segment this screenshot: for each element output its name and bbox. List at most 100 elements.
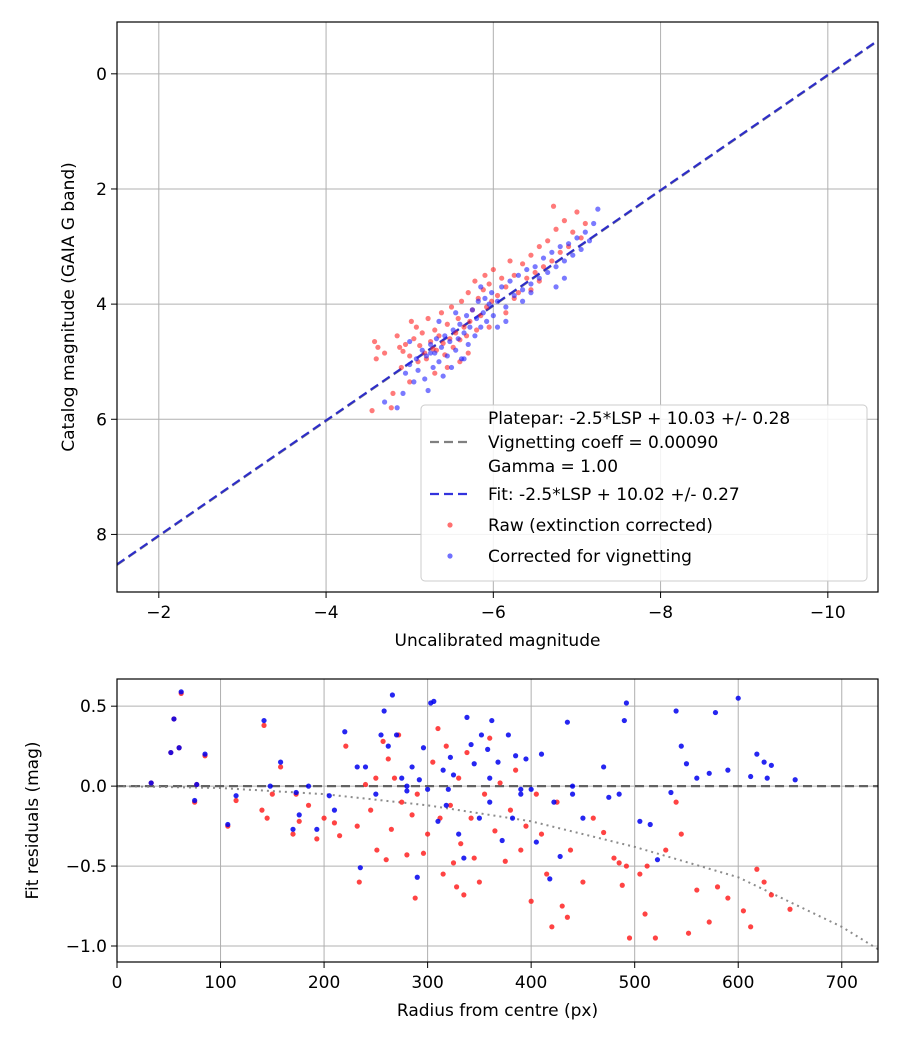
bottom-y-axis-label: Fit residuals (mag) xyxy=(23,742,43,900)
corrected-point xyxy=(528,786,534,792)
raw-point xyxy=(261,722,267,728)
raw-extinction-corrected-point xyxy=(407,379,413,385)
legend-entry-label: Vignetting coeff = 0.00090 xyxy=(488,433,718,453)
corrected-for-vignetting-point xyxy=(450,327,456,333)
corrected-point xyxy=(476,815,482,821)
corrected-point xyxy=(792,777,798,783)
y-tick-label: 4 xyxy=(96,295,107,315)
corrected-for-vignetting-point xyxy=(515,272,522,278)
raw-extinction-corrected-point xyxy=(545,238,551,244)
raw-extinction-corrected-point xyxy=(532,269,538,276)
corrected-point xyxy=(176,745,182,751)
corrected-point xyxy=(505,732,511,738)
raw-extinction-corrected-point xyxy=(390,390,396,396)
corrected-for-vignetting-point xyxy=(473,315,480,322)
raw-point xyxy=(678,831,684,837)
raw-point xyxy=(362,781,369,788)
corrected-point xyxy=(233,793,239,799)
corrected-for-vignetting-point xyxy=(432,350,438,356)
raw-extinction-corrected-point xyxy=(486,281,492,287)
raw-extinction-corrected-point xyxy=(417,342,423,349)
raw-extinction-corrected-point xyxy=(511,272,517,278)
legend-box xyxy=(420,404,868,582)
raw-point xyxy=(414,791,420,797)
corrected-point xyxy=(748,773,754,780)
raw-extinction-corrected-point xyxy=(400,348,406,354)
raw-extinction-corrected-point xyxy=(425,315,431,322)
corrected-point xyxy=(678,743,684,749)
raw-extinction-corrected-point xyxy=(397,344,403,350)
bottom-x-axis-label: Radius from centre (px) xyxy=(397,1001,598,1021)
raw-point xyxy=(685,930,692,936)
corrected-for-vignetting-point xyxy=(447,338,453,345)
legend-entry-label: Platepar: -2.5*LSP + 10.03 +/- 0.28 xyxy=(488,409,790,429)
raw-point xyxy=(590,815,596,821)
raw-point xyxy=(368,807,374,813)
raw-point xyxy=(296,818,302,824)
corrected-point xyxy=(296,812,302,818)
corrected-for-vignetting-point xyxy=(570,252,576,258)
raw-point xyxy=(663,847,669,853)
corrected-for-vignetting-point xyxy=(503,304,509,310)
corrected-for-vignetting-point xyxy=(503,318,509,324)
x-tick-label: 100 xyxy=(204,973,236,993)
corrected-point xyxy=(564,719,570,725)
raw-extinction-corrected-point xyxy=(444,364,450,371)
corrected-point xyxy=(694,775,700,781)
raw-extinction-corrected-point xyxy=(448,304,455,310)
raw-point xyxy=(385,756,391,762)
raw-point xyxy=(748,924,754,930)
corrected-point xyxy=(569,791,576,797)
top-y-axis-label: Catalog magnitude (GAIA G band) xyxy=(59,162,79,452)
corrected-for-vignetting-point xyxy=(519,298,526,304)
corrected-point xyxy=(668,789,674,796)
raw-extinction-corrected-point xyxy=(574,209,580,215)
legend-entry-label: Fit: -2.5*LSP + 10.02 +/- 0.27 xyxy=(488,485,740,505)
corrected-point xyxy=(647,821,653,828)
corrected-point xyxy=(768,762,774,768)
corrected-point xyxy=(683,761,690,767)
corrected-point xyxy=(362,764,369,770)
raw-extinction-corrected-point xyxy=(549,258,555,264)
corrected-point xyxy=(557,853,563,860)
x-tick-label: −4 xyxy=(314,603,339,623)
corrected-point xyxy=(725,767,731,773)
corrected-point xyxy=(293,789,299,796)
y-tick-label: −0.5 xyxy=(66,857,107,877)
corrected-point xyxy=(468,741,474,748)
corrected-for-vignetting-point xyxy=(461,356,467,362)
x-tick-label: −10 xyxy=(810,603,846,623)
corrected-point xyxy=(178,689,184,695)
corrected-point xyxy=(499,837,505,844)
raw-extinction-corrected-point xyxy=(407,353,413,359)
raw-extinction-corrected-point xyxy=(444,321,450,327)
corrected-point xyxy=(171,716,177,722)
corrected-point xyxy=(601,764,607,770)
corrected-for-vignetting-point xyxy=(478,284,484,290)
raw-point xyxy=(754,866,760,872)
raw-point xyxy=(528,898,534,904)
corrected-point xyxy=(290,826,296,832)
raw-extinction-corrected-point xyxy=(419,330,425,336)
x-tick-label: 500 xyxy=(618,973,650,993)
raw-extinction-corrected-point xyxy=(438,310,445,316)
raw-extinction-corrected-point xyxy=(394,333,400,339)
raw-extinction-corrected-point xyxy=(472,278,478,284)
raw-extinction-corrected-point xyxy=(499,275,505,281)
corrected-for-vignetting-point xyxy=(489,290,495,296)
corrected-point xyxy=(761,759,767,765)
corrected-for-vignetting-point xyxy=(540,255,547,261)
raw-extinction-corrected-point xyxy=(570,229,576,235)
raw-extinction-corrected-point xyxy=(369,408,375,414)
corrected-for-vignetting-point xyxy=(402,370,409,376)
raw-point xyxy=(305,802,312,808)
raw-point xyxy=(458,841,464,847)
corrected-for-vignetting-point xyxy=(478,324,484,330)
y-tick-label: 0.5 xyxy=(80,697,107,717)
corrected-point xyxy=(342,729,348,735)
raw-extinction-corrected-point xyxy=(432,370,438,376)
raw-point xyxy=(502,858,508,864)
raw-point xyxy=(404,852,410,858)
corrected-for-vignetting-point xyxy=(591,220,597,227)
raw-extinction-corrected-point xyxy=(388,405,394,411)
